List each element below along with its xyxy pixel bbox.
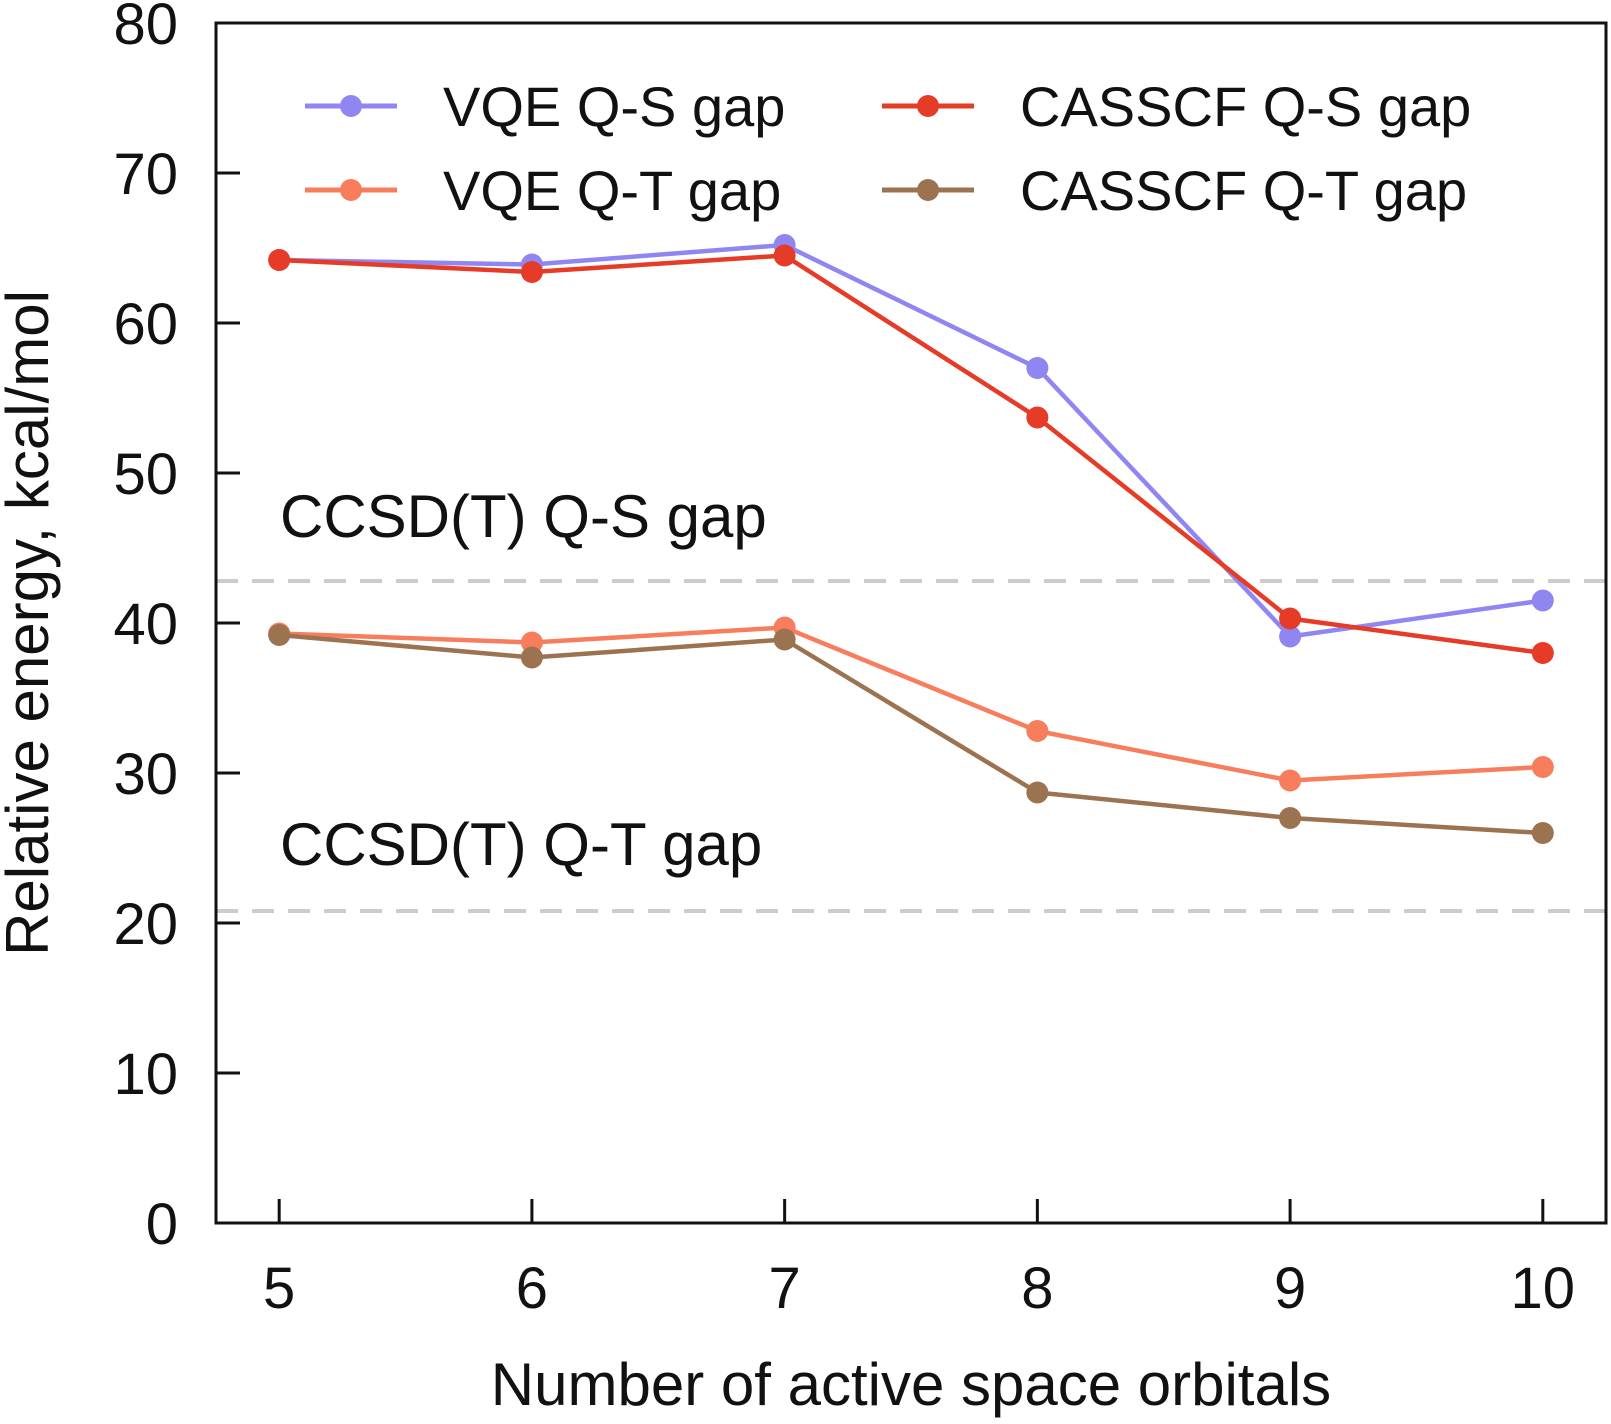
series-line	[279, 625, 1543, 783]
y-tick-label: 0	[146, 1192, 178, 1257]
reference-line-label: CCSD(T) Q-S gap	[280, 483, 767, 550]
y-tick-label: 50	[113, 442, 178, 507]
x-tick-label: 10	[1511, 1256, 1576, 1321]
series-line	[279, 242, 1544, 639]
legend-swatch-marker	[340, 179, 362, 201]
y-tick-label: 40	[113, 592, 178, 657]
y-tick-label: 30	[113, 742, 178, 807]
series-layer	[268, 234, 1554, 844]
legend: VQE Q-S gap CASSCF Q-S gap VQE Q-T gap CASS…	[305, 75, 1471, 222]
legend-label: VQE Q-S gap	[443, 75, 785, 138]
data-point	[1026, 720, 1049, 742]
y-tick-label: 10	[113, 1042, 178, 1107]
y-tick-label: 80	[113, 0, 178, 57]
x-tick-label: 9	[1274, 1256, 1306, 1321]
data-point	[1279, 607, 1302, 630]
data-point	[1531, 822, 1554, 844]
data-point	[268, 249, 291, 271]
y-tick-label: 60	[113, 292, 178, 357]
axes: 0 10 20 30 40 50 60 70 80 5 6 7 8 9 10	[113, 0, 1608, 1321]
x-tick-label: 6	[516, 1256, 548, 1321]
legend-swatch-marker	[917, 179, 939, 201]
legend-swatch-marker	[917, 95, 939, 117]
data-point	[1531, 756, 1554, 778]
legend-label: CASSCF Q-S gap	[1020, 75, 1471, 138]
data-point	[1026, 357, 1049, 379]
data-point	[1279, 625, 1302, 648]
data-point	[520, 261, 543, 283]
data-point	[1531, 589, 1554, 612]
data-point	[1279, 769, 1302, 792]
x-tick-label: 7	[769, 1256, 801, 1321]
y-tick-label: 70	[113, 142, 178, 207]
legend-label: CASSCF Q-T gap	[1020, 159, 1467, 222]
data-point	[1279, 807, 1302, 829]
legend-label: VQE Q-T gap	[443, 159, 781, 222]
x-axis-label: Number of active space orbitals	[491, 1351, 1331, 1418]
data-point	[1531, 642, 1554, 664]
reference-lines: CCSD(T) Q-S gap CCSD(T) Q-T gap	[216, 483, 1606, 913]
data-point	[1026, 781, 1049, 804]
data-point	[520, 646, 543, 669]
legend-swatch-marker	[340, 95, 362, 117]
y-tick-label: 20	[113, 892, 178, 957]
data-point	[268, 624, 291, 646]
x-tick-label: 5	[263, 1256, 295, 1321]
series-line	[279, 632, 1543, 836]
data-point	[773, 244, 796, 267]
reference-line-label: CCSD(T) Q-T gap	[280, 811, 762, 878]
y-axis-label: Relative energy, kcal/mol	[0, 290, 61, 956]
data-point	[1026, 406, 1049, 429]
x-tick-label: 8	[1021, 1256, 1053, 1321]
data-point	[773, 628, 796, 651]
series-line	[279, 253, 1544, 656]
